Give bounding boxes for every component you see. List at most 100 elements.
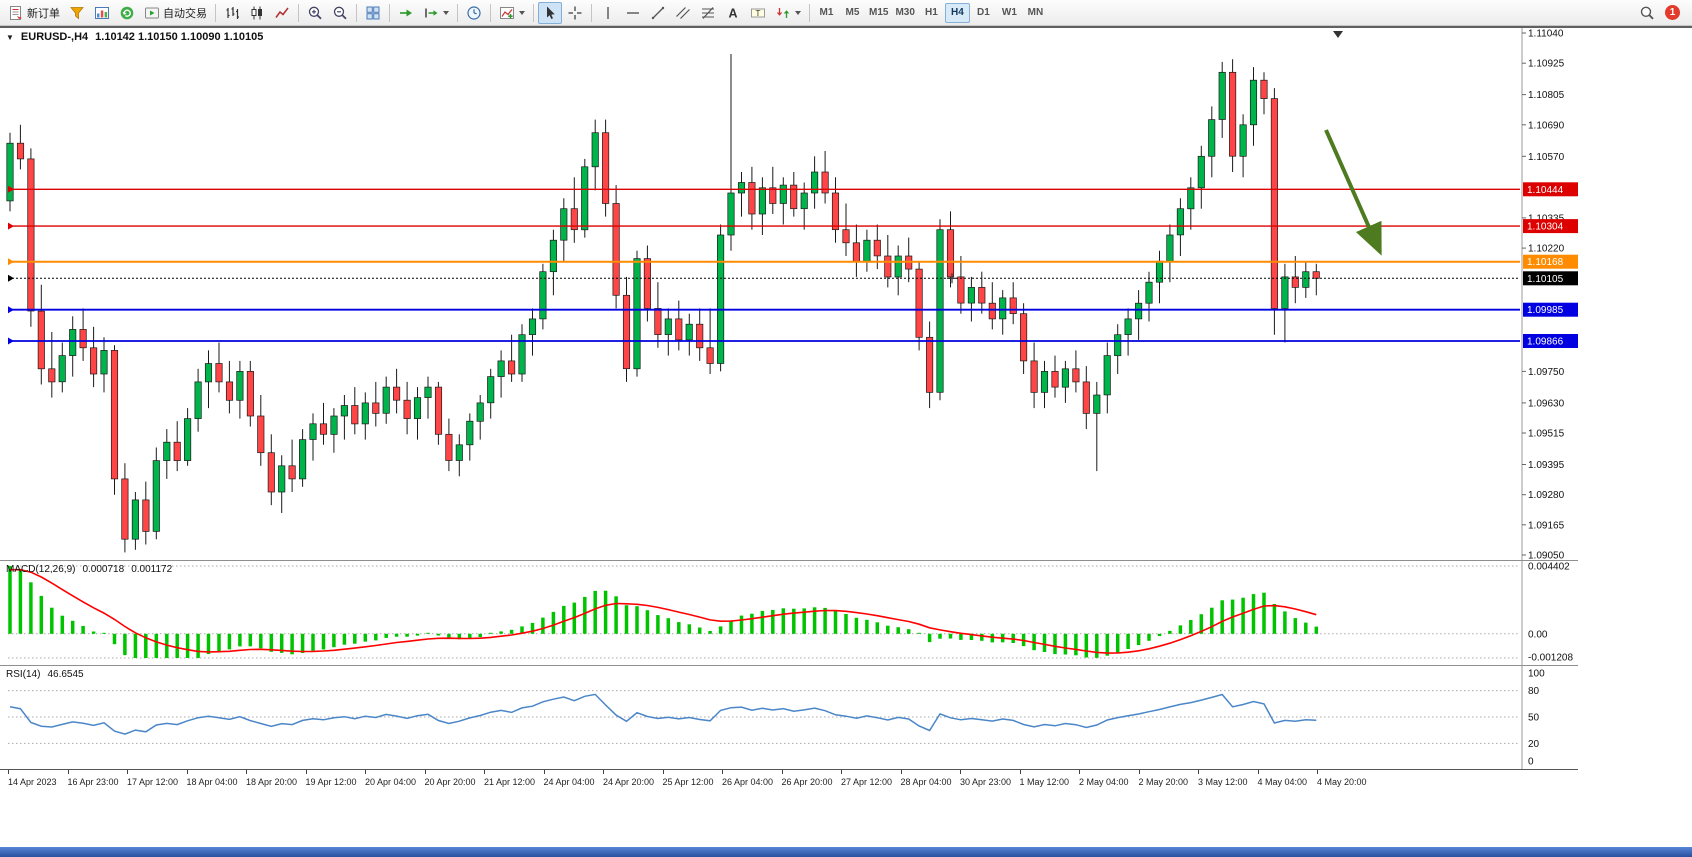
time-label: 24 Apr 04:00: [543, 777, 595, 787]
horizontal-line-1.09985[interactable]: [8, 306, 1520, 314]
timeframe-M5-button[interactable]: M5: [840, 3, 865, 23]
panel-separator[interactable]: [0, 665, 1578, 666]
dropdown-caret-icon: [795, 10, 801, 15]
trendline-button[interactable]: [646, 2, 670, 24]
refresh-icon: [119, 5, 135, 21]
collapse-triangle-icon[interactable]: ▼: [6, 32, 14, 42]
rsi-axis[interactable]: 100 80 50 20 0: [1521, 666, 1545, 769]
time-label: 30 Apr 23:00: [960, 777, 1012, 787]
chart-shift-button[interactable]: [419, 2, 453, 24]
svg-text:T: T: [756, 8, 761, 17]
crosshair-button[interactable]: [563, 2, 587, 24]
dropdown-caret-icon: [519, 10, 525, 15]
candlestick-chart-button[interactable]: [245, 2, 269, 24]
price-badge: 1.10444: [1523, 182, 1578, 197]
time-label: 26 Apr 04:00: [722, 777, 774, 787]
clock-button[interactable]: [462, 2, 486, 24]
cursor-button[interactable]: [538, 1, 562, 24]
channel-button[interactable]: [671, 2, 695, 24]
line-chart-button[interactable]: [270, 2, 294, 24]
funnel-icon: [69, 5, 85, 21]
arrows-button[interactable]: [771, 2, 805, 24]
trendline-icon: [650, 5, 666, 21]
horizontal-line-1.10168[interactable]: [8, 258, 1520, 266]
time-axis[interactable]: 14 Apr 2023 16 Apr 23:00 17 Apr 12:00 18 Ap…: [0, 770, 1578, 796]
funnel-button[interactable]: [65, 2, 89, 24]
main-chart-panel: 1.11040 1.10925 1.10805 1.10690 1.10570 1.103…: [0, 28, 1578, 560]
price-axis[interactable]: 1.11040 1.10925 1.10805 1.10690 1.10570 1.103…: [1521, 28, 1578, 561]
vertical-line-button[interactable]: [596, 2, 620, 24]
time-label: 4 May 04:00: [1257, 777, 1308, 787]
price-label: 1.09630: [1528, 398, 1565, 409]
text-label-button[interactable]: T: [746, 2, 770, 24]
timeframe-H1-button[interactable]: H1: [919, 3, 944, 23]
bar-chart-icon: [224, 5, 240, 21]
time-label: 21 Apr 12:00: [484, 777, 536, 787]
timeframe-W1-button[interactable]: W1: [997, 3, 1022, 23]
timeframe-M30-button[interactable]: M30: [892, 3, 917, 23]
timeframe-H4-button[interactable]: H4: [944, 2, 970, 23]
toolbar-separator: [389, 3, 390, 22]
toolbar-separator: [457, 3, 458, 22]
timeframe-M15-button[interactable]: M15: [866, 3, 891, 23]
time-tick: [1257, 770, 1259, 774]
text-button[interactable]: A: [721, 2, 745, 24]
price-badge: 1.10168: [1523, 254, 1578, 269]
dropdown-caret-icon: [443, 10, 449, 15]
time-label: 19 Apr 12:00: [305, 777, 357, 787]
time-label: 20 Apr 04:00: [365, 777, 417, 787]
price-label: 1.10690: [1528, 120, 1565, 131]
chart-shift-marker[interactable]: [1333, 31, 1343, 38]
timeframe-MN-button[interactable]: MN: [1023, 3, 1048, 23]
toolbar-buttons: 新订单 自动交易 A T M1 M5 M15 M30 H1 H4 D1 W1 MN: [4, 1, 1048, 24]
zoom-out-button[interactable]: [328, 2, 352, 24]
rsi-line: [9, 693, 1317, 735]
timeframe-M1-button[interactable]: M1: [814, 3, 839, 23]
search-button[interactable]: [1635, 2, 1659, 24]
time-label: 24 Apr 20:00: [603, 777, 655, 787]
zoom-in-button[interactable]: [303, 2, 327, 24]
price-label: 1.09050: [1528, 551, 1565, 561]
time-label: 28 Apr 04:00: [900, 777, 952, 787]
time-label: 1 May 12:00: [1019, 777, 1070, 787]
refresh-button[interactable]: [115, 2, 139, 24]
rsi-panel: 100 80 50 20 0: [0, 666, 1578, 769]
macd-value-main: 0.000718: [82, 564, 125, 575]
indicator-list-button[interactable]: [495, 2, 529, 24]
horizontal-line-1.10105[interactable]: [8, 274, 1520, 282]
tile-windows-button[interactable]: [361, 2, 385, 24]
horizontal-line-1.10444[interactable]: [8, 185, 1520, 193]
macd-axis[interactable]: 0.004402 0.00 -0.001208: [1521, 561, 1573, 665]
time-tick: [841, 770, 842, 774]
toolbar: 新订单 自动交易 A T M1 M5 M15 M30 H1 H4 D1 W1 MN 1: [0, 0, 1692, 26]
auto-scroll-icon: [398, 5, 414, 21]
time-tick: [1019, 770, 1021, 774]
price-badge: 1.09985: [1523, 302, 1578, 317]
bar-chart-button[interactable]: [220, 2, 244, 24]
new-order-button[interactable]: 新订单: [4, 2, 64, 24]
horizontal-line-button[interactable]: [621, 2, 645, 24]
crosshair-icon: [567, 5, 583, 21]
panel-separator[interactable]: [0, 560, 1578, 561]
notification-badge[interactable]: 1: [1665, 5, 1680, 20]
trend-arrow[interactable]: [1324, 129, 1382, 256]
vertical-line-icon: [600, 5, 616, 21]
line-anchor-cross-icon[interactable]: [947, 273, 957, 284]
price-badge: 1.10105: [1523, 271, 1578, 286]
price-label: 1.10925: [1528, 59, 1565, 70]
time-axis-border: [0, 769, 1578, 770]
price-badge: 1.10304: [1523, 219, 1578, 234]
horizontal-line-icon: [625, 5, 641, 21]
time-label: 20 Apr 20:00: [424, 777, 476, 787]
arrows-icon: [775, 5, 791, 21]
horizontal-line-1.10304[interactable]: [8, 222, 1520, 230]
svg-text:1.09866: 1.09866: [1527, 337, 1564, 348]
auto-scroll-button[interactable]: [394, 2, 418, 24]
new-chart-button[interactable]: [90, 2, 114, 24]
timeframe-D1-button[interactable]: D1: [971, 3, 996, 23]
horizontal-line-1.09866[interactable]: [8, 337, 1520, 345]
time-label: 16 Apr 23:00: [67, 777, 119, 787]
auto-trading-button[interactable]: 自动交易: [140, 2, 211, 24]
fibonacci-button[interactable]: [696, 2, 720, 24]
time-tick: [67, 770, 69, 774]
